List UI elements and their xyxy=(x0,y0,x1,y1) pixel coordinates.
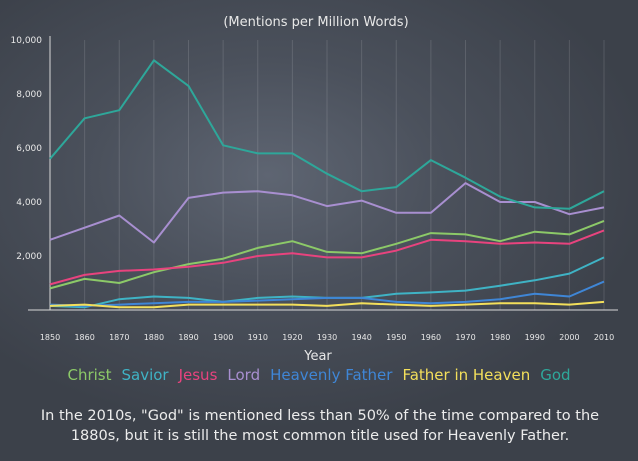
x-tick-2010: 2010 xyxy=(594,333,614,342)
x-axis-label: Year xyxy=(303,349,332,360)
legend-god: God xyxy=(540,366,571,384)
x-tick-1890: 1890 xyxy=(178,333,198,342)
legend: Christ Savior Jesus Lord Heavenly Father Fath… xyxy=(0,366,638,384)
x-tick-1880: 1880 xyxy=(144,333,164,342)
x-tick-1920: 1920 xyxy=(282,333,302,342)
y-tick-4000: 4,000 xyxy=(16,198,42,208)
chart-title: (Mentions per Million Words) xyxy=(223,15,408,30)
y-tick-2000: 2,000 xyxy=(16,252,42,262)
x-tick-1970: 1970 xyxy=(455,333,475,342)
legend-savior: Savior xyxy=(121,366,169,384)
series-father-in-heaven xyxy=(49,300,605,309)
series-lines xyxy=(49,59,605,309)
legend-heavenly-father: Heavenly Father xyxy=(270,366,393,384)
series-lord xyxy=(49,182,605,244)
x-tick-1950: 1950 xyxy=(386,333,406,342)
series-jesus xyxy=(49,229,605,286)
legend-lord: Lord xyxy=(227,366,261,384)
x-tick-1930: 1930 xyxy=(317,333,337,342)
x-tick-labels: 1850 1860 1870 1880 1890 1900 1910 1920 1930 1940… xyxy=(40,333,614,342)
series-heavenly-father xyxy=(49,280,605,307)
legend-jesus: Jesus xyxy=(178,366,218,384)
x-tick-1980: 1980 xyxy=(490,333,510,342)
y-tick-10000: 10,000 xyxy=(11,36,43,46)
legend-father-in-heaven: Father in Heaven xyxy=(402,366,531,384)
vertical-gridlines xyxy=(84,40,605,310)
x-tick-1940: 1940 xyxy=(351,333,371,342)
x-tick-1960: 1960 xyxy=(421,333,441,342)
x-tick-2000: 2000 xyxy=(559,333,579,342)
x-tick-1900: 1900 xyxy=(213,333,233,342)
x-tick-1860: 1860 xyxy=(74,333,94,342)
y-tick-6000: 6,000 xyxy=(16,144,42,154)
x-tick-1910: 1910 xyxy=(248,333,268,342)
caption: In the 2010s, "God" is mentioned less th… xyxy=(40,408,600,444)
legend-christ: Christ xyxy=(67,366,112,384)
series-god xyxy=(49,59,605,210)
x-tick-1990: 1990 xyxy=(525,333,545,342)
x-tick-1870: 1870 xyxy=(109,333,129,342)
y-tick-8000: 8,000 xyxy=(16,90,42,100)
x-tick-1850: 1850 xyxy=(40,333,60,342)
y-tick-labels: 10,000 8,000 6,000 4,000 2,000 xyxy=(11,36,43,262)
series-christ xyxy=(49,219,605,290)
